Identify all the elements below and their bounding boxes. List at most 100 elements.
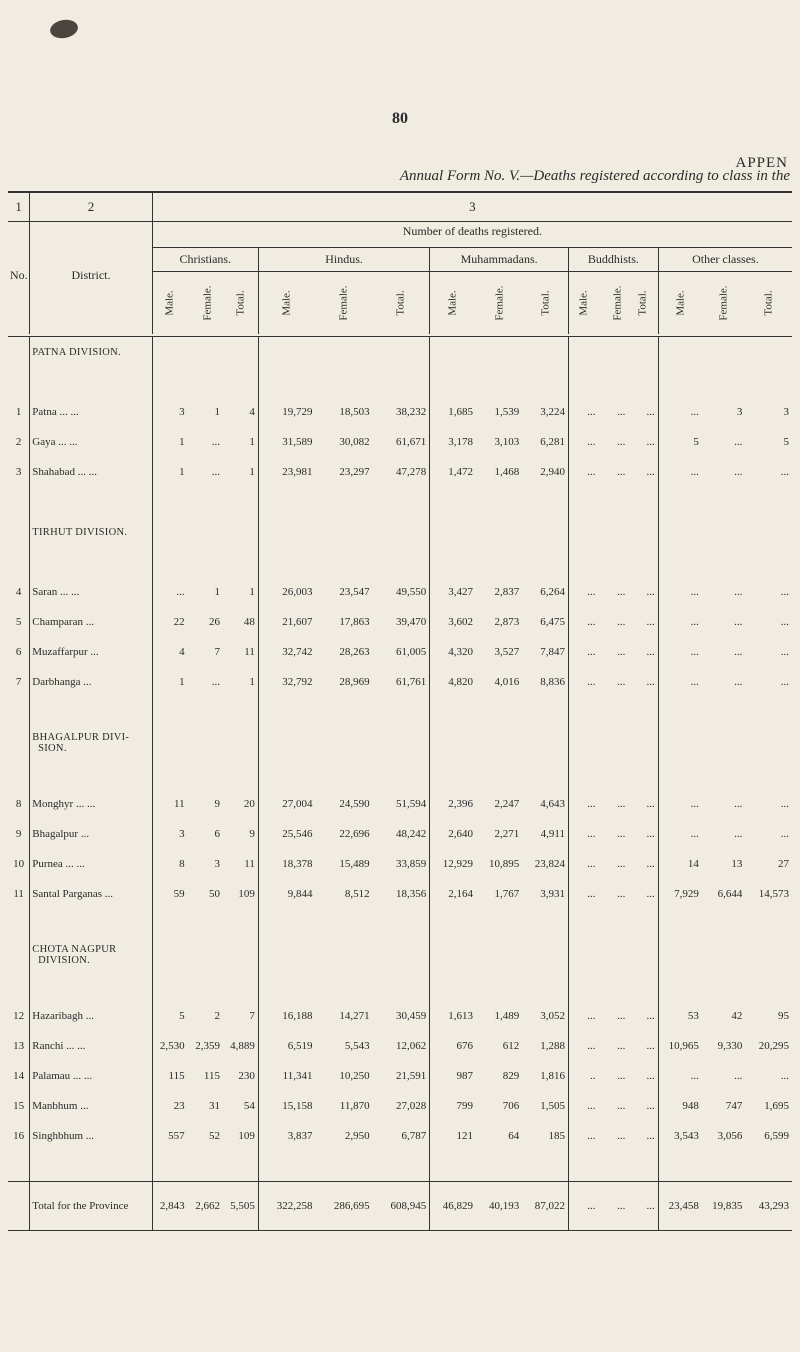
h-total: 12,062 [373, 1031, 430, 1061]
h-male: 11,341 [258, 1061, 315, 1091]
sp [598, 909, 628, 939]
b-female: ... [598, 1031, 628, 1061]
m-female: 706 [476, 1091, 522, 1121]
sp [745, 487, 792, 517]
sect-sp [373, 337, 430, 368]
b-male: ... [569, 819, 599, 849]
h-female: 23,547 [315, 577, 372, 607]
c-total: Total. [223, 272, 258, 335]
spacer-row [8, 971, 792, 1001]
m-male: 4,320 [430, 637, 476, 667]
c-total: 7 [223, 1001, 258, 1031]
c-female: 52 [188, 1121, 223, 1151]
m-female: 64 [476, 1121, 522, 1151]
h-male: 18,378 [258, 849, 315, 879]
sect-sp [315, 337, 372, 368]
sect-sp [702, 727, 746, 759]
o-female: 3,056 [702, 1121, 746, 1151]
sect-sp [598, 939, 628, 971]
b-male: ... [569, 1121, 599, 1151]
sect-sp [373, 517, 430, 547]
sp [569, 487, 599, 517]
section-heading-row: CHOTA NAGPUR DIVISION. [8, 939, 792, 971]
sect-sp [658, 727, 702, 759]
sp [702, 971, 746, 1001]
m-male: 1,613 [430, 1001, 476, 1031]
h-male: 3,837 [258, 1121, 315, 1151]
m-female: 2,873 [476, 607, 522, 637]
sp [223, 697, 258, 727]
sect-sp [569, 517, 599, 547]
c-female: 3 [188, 849, 223, 879]
b-male: Male. [569, 272, 599, 335]
sp [476, 759, 522, 789]
row-no: 6 [8, 637, 30, 667]
o-female: ... [702, 607, 746, 637]
section-heading: BHAGALPUR DIVI- SION. [30, 727, 152, 759]
m-total: 3,224 [522, 397, 568, 427]
sect-sp [258, 939, 315, 971]
o-female: ... [702, 667, 746, 697]
row-district: Hazaribagh ... [30, 1001, 152, 1031]
c-female: 6 [188, 819, 223, 849]
sp [476, 909, 522, 939]
h-total: 39,470 [373, 607, 430, 637]
h-female: 15,489 [315, 849, 372, 879]
row-district: Palamau ... ... [30, 1061, 152, 1091]
c-male: 3 [152, 397, 187, 427]
o-total: 20,295 [745, 1031, 792, 1061]
b-female: Female. [598, 272, 628, 335]
h-male: 32,742 [258, 637, 315, 667]
sp [430, 971, 476, 1001]
tot-ot: 43,293 [745, 1182, 792, 1231]
c-male: 59 [152, 879, 187, 909]
sect-sp [373, 727, 430, 759]
row-district: Purnea ... ... [30, 849, 152, 879]
spacer-row [8, 367, 792, 397]
sect-sp [628, 727, 658, 759]
spacer-dist [30, 909, 152, 939]
b-female: ... [598, 879, 628, 909]
m-female: 3,527 [476, 637, 522, 667]
h-female: 17,863 [315, 607, 372, 637]
o-female: ... [702, 577, 746, 607]
h-total: 27,028 [373, 1091, 430, 1121]
sp [522, 971, 568, 1001]
b-male: ... [569, 427, 599, 457]
h-female: 22,696 [315, 819, 372, 849]
m-total: 2,940 [522, 457, 568, 487]
sp [152, 367, 187, 397]
row-district: Singhbhum ... [30, 1121, 152, 1151]
section-heading: TIRHUT DIVISION. [30, 517, 152, 547]
o-total: 14,573 [745, 879, 792, 909]
row-no: 11 [8, 879, 30, 909]
h-male: 26,003 [258, 577, 315, 607]
b-male: ... [569, 637, 599, 667]
tot-mf: 40,193 [476, 1182, 522, 1231]
o-total: 3 [745, 397, 792, 427]
sp [188, 547, 223, 577]
sp [702, 1151, 746, 1182]
m-total: 6,281 [522, 427, 568, 457]
m-female: 829 [476, 1061, 522, 1091]
c-total: 4,889 [223, 1031, 258, 1061]
b-male: ... [569, 1031, 599, 1061]
sp [430, 697, 476, 727]
m-total: 3,052 [522, 1001, 568, 1031]
b-male: ... [569, 457, 599, 487]
sect-sp [628, 337, 658, 368]
m-total: 4,911 [522, 819, 568, 849]
h-total: 61,005 [373, 637, 430, 667]
sect-sp [258, 727, 315, 759]
sp [188, 697, 223, 727]
b-total: ... [628, 397, 658, 427]
sp [315, 547, 372, 577]
m-male: 121 [430, 1121, 476, 1151]
table-row: 9Bhagalpur ...36925,54622,69648,2422,640… [8, 819, 792, 849]
sp [152, 487, 187, 517]
tot-hm: 322,258 [258, 1182, 315, 1231]
sect-sp [152, 517, 187, 547]
sp [188, 971, 223, 1001]
sp [476, 367, 522, 397]
h-female: 30,082 [315, 427, 372, 457]
